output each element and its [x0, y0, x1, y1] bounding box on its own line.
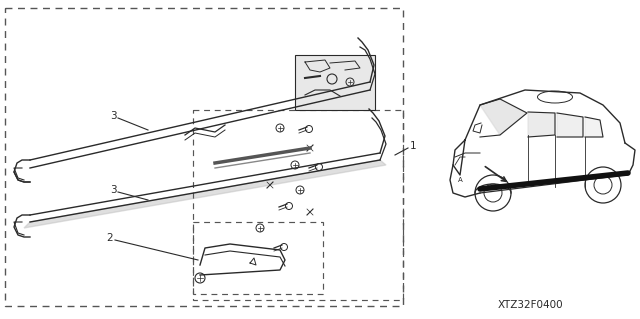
Text: A: A [458, 177, 462, 183]
Text: 2: 2 [107, 233, 113, 243]
Text: XTZ32F0400: XTZ32F0400 [497, 300, 563, 310]
Polygon shape [528, 112, 555, 137]
Bar [193, 110, 403, 300]
Bar [295, 55, 375, 110]
Bar [193, 222, 323, 294]
Polygon shape [24, 160, 386, 228]
Polygon shape [585, 117, 603, 137]
Polygon shape [557, 113, 583, 137]
Bar [5, 8, 403, 306]
Text: 1: 1 [410, 141, 416, 151]
Polygon shape [480, 99, 527, 135]
Text: 3: 3 [109, 185, 116, 195]
Text: 3: 3 [109, 111, 116, 121]
